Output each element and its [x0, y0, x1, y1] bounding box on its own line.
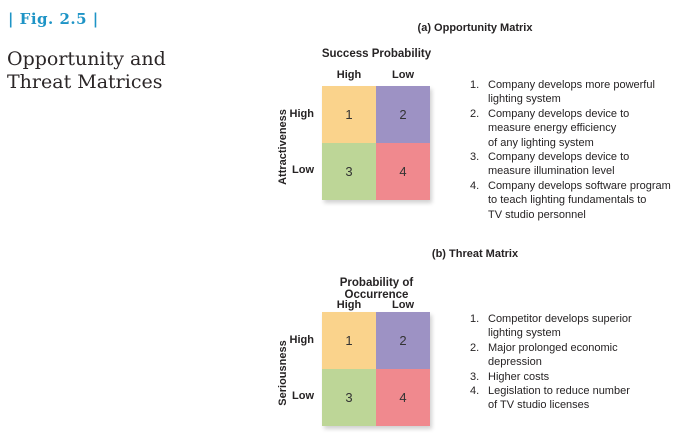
list-item-number: 1. — [470, 79, 480, 91]
list-item-number: 2. — [470, 341, 480, 354]
matrix-quadrant-4: 4 — [376, 143, 430, 200]
matrix-quadrant-3: 3 — [322, 369, 376, 426]
list-item-text: Legislation to reduce number of TV studi… — [488, 385, 630, 412]
list-item: 3. Company develops device to measure il… — [470, 150, 671, 179]
row-label-high: High — [289, 334, 314, 346]
opportunity-list: 1. Company develops more powerful lighti… — [470, 78, 671, 222]
row-label-high: High — [289, 108, 314, 120]
list-item-text: Major prolonged economic depression — [488, 341, 618, 369]
section-threat-matrix: (b) Threat Matrix Probability of Occurre… — [0, 226, 700, 446]
matrix-quadrant-2: 2 — [376, 312, 430, 369]
section-title: (b) Threat Matrix — [431, 248, 519, 260]
list-item: 4. Company develops software program to … — [470, 179, 671, 222]
row-label-low: Low — [292, 164, 314, 176]
section-title: (a) Opportunity Matrix — [417, 22, 533, 34]
column-label-low: Low — [392, 299, 414, 311]
matrix-quadrant-1: 1 — [322, 312, 376, 369]
figure-title: Opportunity and Threat Matrices — [7, 48, 166, 93]
list-item-number: 1. — [470, 313, 480, 325]
section-opportunity-matrix: (a) Opportunity Matrix Success Probabili… — [277, 22, 671, 222]
list-item: 4. Legislation to reduce number of TV st… — [470, 384, 632, 413]
list-item: 3. Higher costs — [470, 370, 632, 384]
matrix-quadrant-2: 2 — [376, 86, 430, 143]
column-labels: High Low — [322, 299, 430, 312]
list-item-number: 2. — [470, 107, 480, 120]
column-label-high: High — [336, 299, 362, 311]
list-item: 1. Company develops more powerful lighti… — [470, 78, 671, 107]
list-item-text: Company develops software program to tea… — [488, 179, 671, 221]
list-item-text: Higher costs — [488, 370, 550, 383]
row-label-low: Low — [292, 390, 314, 402]
threat-matrix: 1 2 3 4 — [322, 312, 430, 426]
column-axis-title: Success Probability — [321, 48, 432, 60]
list-item-number: 4. — [470, 385, 480, 398]
column-labels: High Low — [322, 69, 430, 82]
column-label-high: High — [336, 69, 362, 81]
list-item-text: Company develops device to measure illum… — [488, 151, 630, 178]
list-item-text: Company develops device to measure energ… — [488, 107, 630, 149]
threat-list: 1. Competitor develops superior lighting… — [470, 312, 632, 413]
list-item-text: Competitor develops superior lighting sy… — [488, 313, 632, 340]
figure-number-label: | Fig. 2.5 | — [8, 10, 99, 28]
list-item-number: 3. — [470, 370, 480, 383]
list-item: 2. Major prolonged economic depression — [470, 341, 632, 370]
list-item: 1. Competitor develops superior lighting… — [470, 312, 632, 341]
list-item-number: 4. — [470, 179, 480, 192]
opportunity-matrix: 1 2 3 4 — [322, 86, 430, 200]
matrix-quadrant-1: 1 — [322, 86, 376, 143]
list-item-text: Company develops more powerful lighting … — [488, 79, 655, 106]
column-label-low: Low — [392, 69, 414, 81]
column-axis-title: Probability of Occurrence — [339, 277, 414, 301]
list-item: 2. Company develops device to measure en… — [470, 107, 671, 150]
matrix-quadrant-3: 3 — [322, 143, 376, 200]
matrix-quadrant-4: 4 — [376, 369, 430, 426]
list-item-number: 3. — [470, 151, 480, 164]
